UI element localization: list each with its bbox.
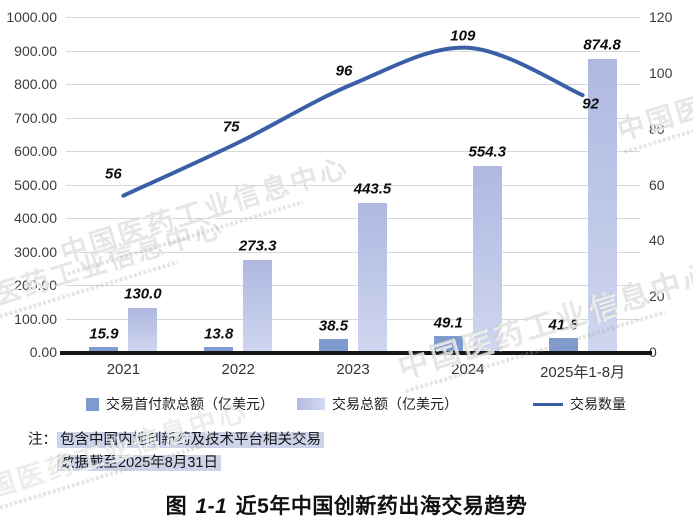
grid-line xyxy=(66,218,640,219)
y-axis-tick-left: 500.00 xyxy=(14,176,57,193)
x-axis-label-2023: 2023 xyxy=(336,361,370,378)
x-axis-line xyxy=(60,351,652,355)
note: 注： 包含中国内地创新药及技术平台相关交易 数据截至2025年8月31日 xyxy=(28,429,324,475)
legend-label-upfront: 交易首付款总额（亿美元） xyxy=(106,396,274,412)
y-axis-tick-left: 0.00 xyxy=(29,344,57,360)
bar-value-total-2021: 130.0 xyxy=(124,285,162,303)
line-value-2022: 75 xyxy=(222,118,240,136)
grid-line xyxy=(66,50,640,52)
legend-item-deal-count: 交易数量 xyxy=(533,394,626,414)
grid-line xyxy=(66,117,640,119)
y-axis-tick-left: 400.00 xyxy=(14,210,57,226)
y-axis-tick-left: 1000.00 xyxy=(6,9,57,25)
grid-line xyxy=(66,285,640,286)
grid-line xyxy=(66,17,640,18)
figure-title-text: 近5年中国创新药出海交易趋势 xyxy=(235,495,528,518)
note-line-1: 包含中国内地创新药及技术平台相关交易 xyxy=(57,432,324,448)
chart-legend: 交易首付款总额（亿美元） 交易总额（亿美元） 交易数量 xyxy=(0,394,693,416)
line-value-2021: 56 xyxy=(105,165,122,183)
grid-line xyxy=(66,151,640,152)
bar-upfront-2022 xyxy=(204,347,234,352)
x-axis-label-2024: 2024 xyxy=(451,361,485,378)
grid-line xyxy=(66,251,640,253)
bar-total-2023 xyxy=(358,203,387,352)
y-axis-tick-right: 120 xyxy=(649,9,673,25)
bar-total-2022 xyxy=(243,260,273,352)
grid-line xyxy=(66,318,640,320)
bar-upfront-2021 xyxy=(89,346,119,352)
bar-value-total-2022: 273.3 xyxy=(238,237,277,255)
grid-line xyxy=(66,184,640,186)
bar-total-2021 xyxy=(128,308,158,352)
legend-swatch-count-line xyxy=(533,402,563,406)
x-axis-label-2021: 2021 xyxy=(106,361,141,378)
legend-item-deal-total: 交易总额（亿美元） xyxy=(297,394,458,414)
y-axis-tick-left: 800.00 xyxy=(14,76,57,92)
y-axis-tick-right: 20 xyxy=(649,288,665,305)
y-axis-tick-right: 80 xyxy=(649,120,665,137)
bar-value-total-2023: 443.5 xyxy=(353,180,392,198)
figure-title-number: 1-1 xyxy=(195,495,228,518)
line-value-2024: 109 xyxy=(450,27,476,45)
figure-title-prefix: 图 xyxy=(165,495,188,518)
y-axis-tick-left: 100.00 xyxy=(14,310,57,327)
line-value-2023: 96 xyxy=(335,62,353,80)
bar-upfront-2025年1-8月 xyxy=(548,338,578,352)
y-axis-tick-left: 300.00 xyxy=(14,243,57,260)
figure-title: 图 1-1 近5年中国创新药出海交易趋势 xyxy=(0,490,693,520)
bar-value-upfront-2022: 13.8 xyxy=(204,325,234,343)
legend-swatch-upfront-bar xyxy=(86,397,99,411)
legend-swatch-total-bar xyxy=(297,398,325,410)
bar-upfront-2023 xyxy=(319,339,348,352)
bar-value-total-2025年1-8月: 874.8 xyxy=(583,36,621,54)
y-axis-tick-right: 0 xyxy=(649,344,657,360)
note-label: 注： xyxy=(28,432,57,448)
y-axis-tick-left: 900.00 xyxy=(14,42,57,59)
bar-value-total-2024: 554.3 xyxy=(468,143,507,161)
y-axis-tick-left: 600.00 xyxy=(14,143,57,159)
bar-upfront-2024 xyxy=(433,335,463,352)
note-line-2: 数据截至2025年8月31日 xyxy=(57,455,221,471)
y-axis-tick-right: 60 xyxy=(649,176,665,193)
bar-value-upfront-2025年1-8月: 41.6 xyxy=(548,316,578,334)
line-value-2025年1-8月: 92 xyxy=(582,95,599,113)
legend-item-upfront-total: 交易首付款总额（亿美元） xyxy=(86,394,274,414)
y-axis-tick-left: 700.00 xyxy=(14,109,57,126)
x-axis-label-2025年1-8月: 2025年1-8月 xyxy=(540,364,626,381)
y-axis-tick-right: 40 xyxy=(649,232,665,249)
bar-total-2025年1-8月 xyxy=(587,58,617,352)
legend-label-count: 交易数量 xyxy=(570,396,626,412)
bar-value-upfront-2021: 15.9 xyxy=(89,325,119,343)
y-axis-tick-right: 100 xyxy=(649,64,673,81)
bar-value-upfront-2024: 49.1 xyxy=(433,314,463,332)
note-body: 包含中国内地创新药及技术平台相关交易 数据截至2025年8月31日 xyxy=(57,429,324,475)
bar-value-upfront-2023: 38.5 xyxy=(318,317,349,335)
y-axis-tick-left: 200.00 xyxy=(14,277,57,293)
legend-label-total: 交易总额（亿美元） xyxy=(332,396,458,412)
bar-total-2024 xyxy=(472,166,502,352)
x-axis-label-2022: 2022 xyxy=(221,361,255,378)
